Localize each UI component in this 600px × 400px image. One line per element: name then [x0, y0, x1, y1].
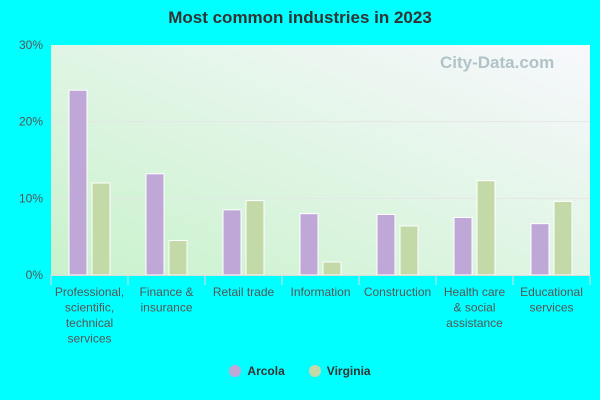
- x-category-label: Information: [290, 285, 350, 299]
- bar-arcola: [376, 213, 396, 276]
- legend-label: Virginia: [326, 364, 371, 378]
- bar-arcola: [145, 173, 165, 276]
- x-category-label: Finance &: [139, 285, 193, 299]
- legend-swatch: [229, 365, 242, 377]
- chart-title: Most common industries in 2023: [168, 8, 432, 27]
- legend-swatch: [308, 365, 321, 377]
- bar-virginia: [168, 240, 188, 276]
- x-category-label: Educational: [520, 285, 583, 299]
- bar-virginia: [322, 261, 342, 276]
- x-category-label: Professional,: [55, 285, 124, 299]
- x-category-label: services: [67, 332, 111, 346]
- x-category-label: insurance: [140, 301, 192, 315]
- legend-label: Arcola: [247, 364, 285, 378]
- y-tick-label: 0%: [26, 268, 44, 282]
- y-tick-label: 10%: [19, 191, 43, 205]
- legend: Arcola Virginia: [0, 364, 600, 378]
- bar-virginia: [399, 225, 419, 276]
- bar-arcola: [68, 89, 88, 276]
- y-tick-label: 30%: [19, 38, 43, 52]
- bar-virginia: [476, 180, 496, 276]
- bar-arcola: [453, 217, 473, 276]
- bar-arcola: [530, 223, 550, 276]
- legend-item: Arcola: [229, 364, 285, 378]
- x-category-label: & social: [453, 301, 495, 315]
- x-category-label: Retail trade: [213, 285, 275, 299]
- bar-arcola: [299, 213, 319, 276]
- x-category-label: services: [529, 301, 573, 315]
- y-tick-label: 20%: [19, 115, 43, 129]
- x-category-label: assistance: [446, 316, 503, 330]
- bar-virginia: [553, 200, 573, 276]
- x-category-label: Health care: [444, 285, 506, 299]
- x-category-label: technical: [66, 316, 113, 330]
- bar-virginia: [245, 200, 265, 276]
- watermark: City-Data.com: [440, 53, 554, 72]
- bar-arcola: [222, 209, 242, 276]
- x-category-label: Construction: [364, 285, 431, 299]
- x-category-label: scientific,: [65, 301, 114, 315]
- bar-virginia: [91, 182, 111, 276]
- plot-area: [51, 45, 590, 275]
- legend-item: Virginia: [308, 364, 371, 378]
